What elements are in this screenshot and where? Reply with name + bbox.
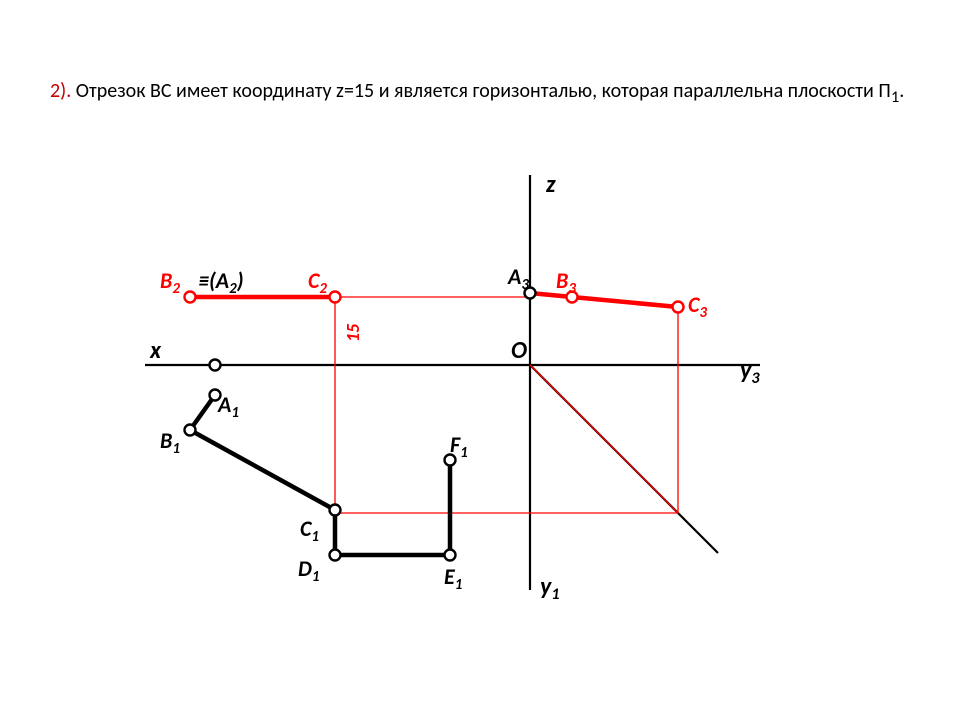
label-y3: y3 bbox=[740, 356, 760, 388]
segment-B1-C1 bbox=[190, 430, 335, 510]
label-x: x bbox=[149, 336, 162, 365]
label-E1: E1 bbox=[444, 563, 462, 594]
label-B2: B2 bbox=[160, 267, 180, 298]
construction-line bbox=[530, 365, 678, 513]
point-E1 bbox=[445, 550, 456, 561]
label-B3: B3 bbox=[556, 267, 576, 298]
plan-polyline bbox=[190, 395, 450, 555]
label-C1: C1 bbox=[300, 515, 319, 546]
axes bbox=[145, 175, 760, 590]
labels: x z Oy3 y1 A1 B1 C1 D1 E1 F1 B2 ≡(A2) C2 A3 B3 C3 15 bbox=[149, 170, 760, 604]
label-O: O bbox=[511, 336, 527, 365]
projection-diagram: x z Oy3 y1 A1 B1 C1 D1 E1 F1 B2 ≡(A2) C2 A3 B3 C3 15 bbox=[0, 0, 960, 720]
point-B1 bbox=[185, 425, 196, 436]
point-C3 bbox=[673, 302, 684, 313]
label-A1: A1 bbox=[217, 391, 239, 422]
point-C1 bbox=[330, 505, 341, 516]
label-C3: C3 bbox=[688, 291, 707, 322]
point-axis-tick bbox=[210, 360, 221, 371]
segment-B3-C3 bbox=[572, 297, 678, 307]
label-A2paren: ≡(A2) bbox=[198, 267, 244, 298]
label-F1: F1 bbox=[450, 431, 468, 462]
points bbox=[185, 288, 684, 561]
front-profile-segments bbox=[190, 293, 678, 307]
label-C2: C2 bbox=[308, 267, 327, 298]
label-y1: y1 bbox=[540, 572, 560, 604]
label-z: z bbox=[545, 170, 556, 199]
label-D1: D1 bbox=[298, 555, 319, 586]
point-D1 bbox=[330, 550, 341, 561]
point-C2 bbox=[330, 292, 341, 303]
label-B1: B1 bbox=[160, 427, 180, 458]
dimension-15: 15 bbox=[342, 324, 364, 342]
construction-lines bbox=[335, 297, 678, 513]
label-A3: A3 bbox=[507, 263, 529, 294]
point-B2 bbox=[185, 292, 196, 303]
